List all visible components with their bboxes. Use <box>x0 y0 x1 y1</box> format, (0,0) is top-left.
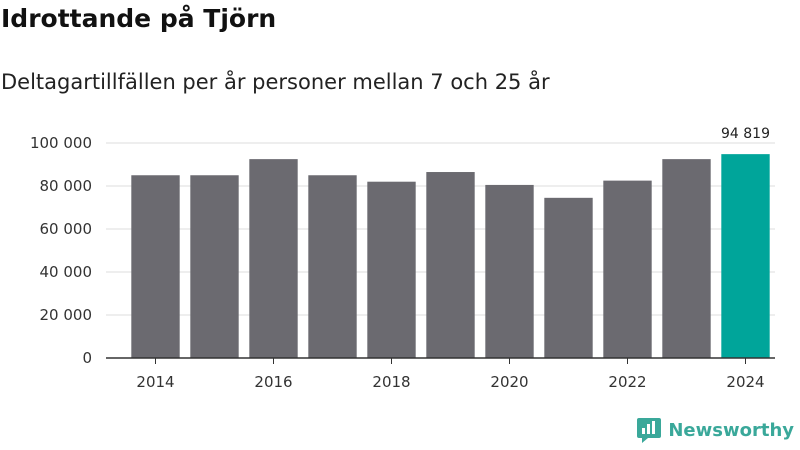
bar <box>249 159 298 358</box>
bar <box>426 172 475 358</box>
logo-text: Newsworthy <box>668 419 794 441</box>
chart-subtitle: Deltagartillfällen per år personer mella… <box>1 70 550 94</box>
bar <box>485 184 534 358</box>
bar <box>603 180 652 358</box>
bar <box>721 154 770 358</box>
x-tick-label: 2018 <box>372 373 410 391</box>
y-tick-label: 60 000 <box>40 220 93 238</box>
chart-title: Idrottande på Tjörn <box>1 4 277 33</box>
bar <box>190 175 239 358</box>
bar <box>662 159 711 358</box>
x-tick-label: 2024 <box>726 373 764 391</box>
bar <box>544 197 593 358</box>
x-tick-label: 2022 <box>608 373 646 391</box>
bar <box>367 181 416 358</box>
newsworthy-chart-bubble-icon <box>637 418 662 443</box>
y-tick-label: 40 000 <box>40 263 93 281</box>
y-tick-label: 0 <box>82 349 92 367</box>
x-tick-label: 2020 <box>490 373 528 391</box>
y-tick-label: 80 000 <box>40 177 93 195</box>
bar <box>131 175 180 358</box>
y-tick-label: 20 000 <box>40 306 93 324</box>
x-tick-label: 2016 <box>254 373 292 391</box>
data-label: 94 819 <box>721 126 770 142</box>
bar <box>308 175 357 358</box>
x-tick-label: 2014 <box>136 373 174 391</box>
newsworthy-logo: Newsworthy <box>636 416 794 444</box>
y-tick-label: 100 000 <box>30 134 92 152</box>
